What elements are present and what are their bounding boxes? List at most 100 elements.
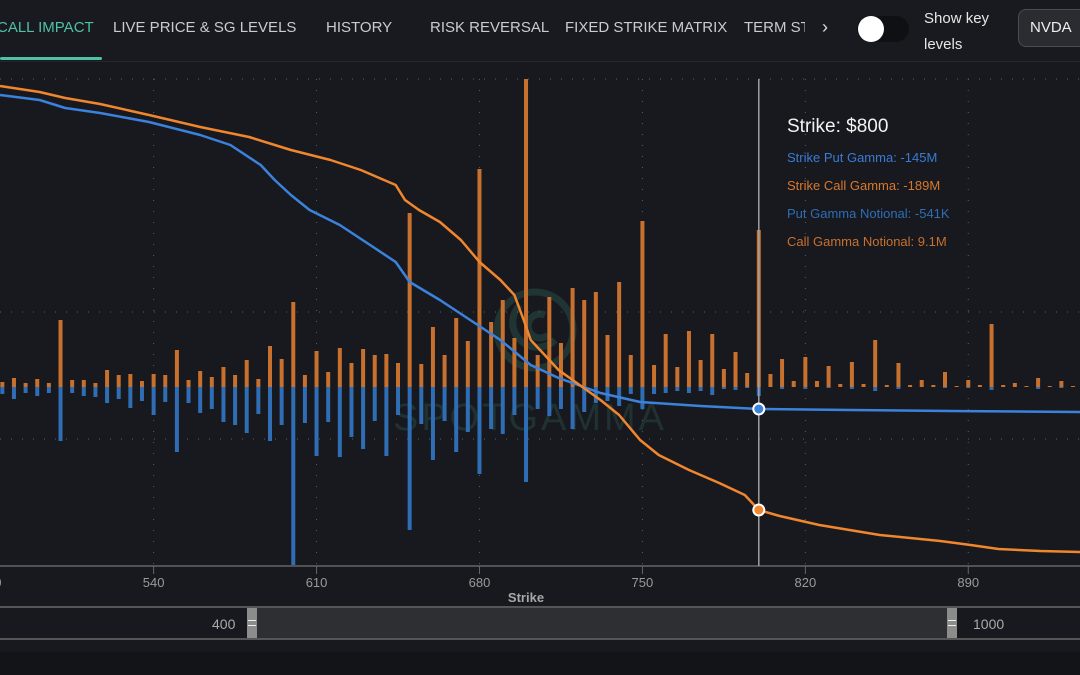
tooltip-call-notional: Call Gamma Notional: 9.1M (787, 234, 947, 249)
put-gamma-bar (489, 387, 494, 429)
range-slider[interactable]: 400 1000 (0, 606, 1080, 640)
call-gamma-bar (465, 341, 470, 387)
call-gamma-bar (291, 302, 296, 387)
put-gamma-bar (454, 387, 459, 452)
call-gamma-bar (931, 385, 936, 387)
ticker-button[interactable]: NVDA (1018, 9, 1080, 47)
call-gamma-bar (989, 324, 994, 387)
put-gamma-bar (675, 387, 680, 391)
call-gamma-bar (1001, 385, 1006, 387)
grid (0, 78, 1080, 566)
x-axis-title: Strike (508, 590, 544, 605)
put-gamma-bar (279, 387, 284, 425)
call-gamma-bar (768, 374, 773, 387)
call-gamma-bar (814, 381, 819, 387)
tab-term-structure[interactable]: TERM STRUCTURE (744, 19, 805, 36)
call-gamma-bar (186, 380, 191, 387)
tab-strip: CALL IMPACT LIVE PRICE & SG LEVELS HISTO… (0, 0, 805, 62)
slider-min-label: 400 (212, 616, 236, 632)
put-gamma-bar (326, 387, 331, 422)
call-gamma-bar (198, 371, 203, 387)
lines (0, 84, 1080, 554)
tooltip-put-notional: Put Gamma Notional: -541K (787, 206, 950, 221)
put-gamma-bar (372, 387, 377, 421)
call-gamma-bar (46, 383, 51, 387)
tab-history[interactable]: HISTORY (326, 19, 393, 36)
call-gamma-bar (721, 369, 726, 387)
call-gamma-bar (1059, 381, 1064, 387)
call-line-hover-marker (752, 503, 766, 517)
tab-risk-reversal[interactable]: RISK REVERSAL (430, 19, 550, 36)
call-gamma-bar (582, 300, 587, 387)
call-gamma-bar (966, 380, 971, 387)
call-gamma-bar (279, 359, 284, 387)
call-gamma-bar (233, 375, 238, 387)
put-gamma-bar (780, 387, 785, 389)
put-gamma-bar (1036, 387, 1041, 389)
call-gamma-bar (512, 338, 517, 387)
call-gamma-bar (116, 375, 121, 387)
slider-right-handle[interactable] (947, 608, 957, 638)
show-key-levels-toggle[interactable] (857, 16, 909, 42)
put-gamma-bar (244, 387, 249, 433)
call-gamma-bar (640, 221, 645, 387)
put-gamma-bar (268, 387, 272, 441)
tooltip: Strike: $800 Strike Put Gamma: -145M Str… (787, 116, 950, 256)
call-gamma-bar (710, 334, 715, 387)
put-gamma-bar (163, 387, 168, 402)
put-gamma-bar (593, 387, 598, 403)
slider-selected-range[interactable] (257, 608, 957, 638)
put-gamma-bar (174, 387, 179, 452)
put-gamma-bar (943, 387, 947, 388)
put-gamma-bar (396, 387, 401, 415)
chevron-right-icon[interactable]: › (822, 17, 828, 37)
call-gamma-bar (384, 354, 389, 387)
put-gamma-bar (628, 387, 633, 394)
put-gamma-bar (35, 387, 40, 396)
put-gamma-bar (966, 387, 971, 388)
call-gamma-bar (919, 380, 924, 387)
put-gamma-bar (70, 387, 75, 393)
call-gamma-bar (826, 366, 831, 387)
active-tab-indicator (0, 57, 102, 60)
call-gamma-bar (593, 292, 598, 387)
tab-live-price[interactable]: LIVE PRICE & SG LEVELS (113, 19, 297, 36)
call-gamma-bar (163, 375, 168, 387)
put-gamma-bar (535, 387, 540, 409)
put-gamma-bar (733, 387, 738, 390)
call-gamma-bar (780, 359, 785, 387)
put-gamma-bar (698, 387, 703, 391)
put-gamma-bar (116, 387, 121, 399)
slider-left-handle[interactable] (247, 608, 257, 638)
put-gamma-bar (81, 387, 86, 396)
put-gamma-bar (291, 387, 296, 565)
put-gamma-bar (477, 387, 482, 474)
put-gamma-bar (826, 387, 831, 388)
call-gamma-bar (302, 375, 307, 387)
tab-call-impact[interactable]: CALL IMPACT (0, 19, 94, 36)
gamma-chart[interactable]: SPOTGAMMA 470540610680750820890 Strike (0, 62, 1080, 606)
call-gamma-bar (349, 363, 354, 387)
put-gamma-bar (721, 387, 726, 389)
tab-fixed-strike-matrix[interactable]: FIXED STRIKE MATRIX (565, 19, 728, 36)
call-gamma-bar (268, 346, 272, 387)
put-gamma-bar (896, 387, 901, 389)
call-gamma-bar (943, 372, 947, 387)
call-gamma-bar (884, 385, 889, 387)
put-gamma-bar (302, 387, 307, 423)
put-gamma-bar (803, 387, 808, 389)
put-gamma-bar (139, 387, 144, 401)
put-gamma-bar (198, 387, 203, 413)
call-gamma-bar (244, 360, 249, 387)
call-gamma-bar (675, 367, 680, 387)
call-gamma-bar (256, 379, 261, 387)
put-gamma-bar (314, 387, 319, 456)
put-gamma-bar (128, 387, 133, 408)
put-gamma-bar (686, 387, 691, 393)
put-gamma-bar (524, 387, 529, 482)
call-gamma-bar (442, 355, 447, 387)
x-tick-label: 820 (794, 575, 816, 590)
put-gamma-bar (465, 387, 470, 432)
call-gamma-bar (558, 343, 563, 387)
x-tick-label: 540 (143, 575, 165, 590)
